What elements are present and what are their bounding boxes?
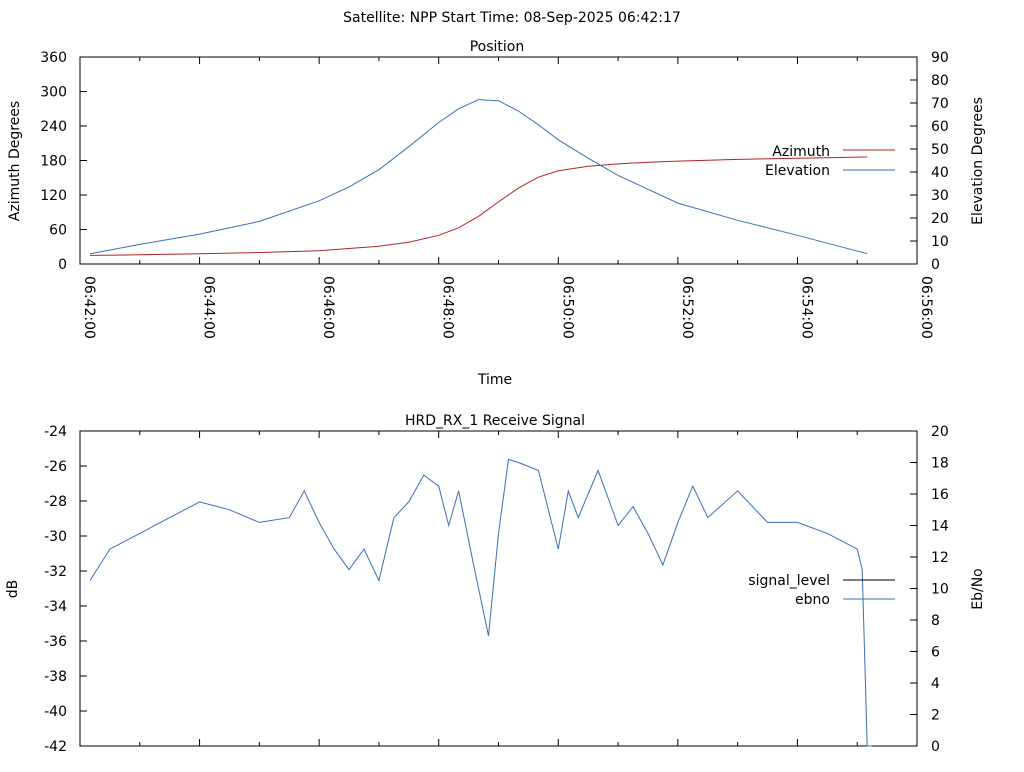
x-tick-label: 06:42:00 (81, 276, 97, 339)
signal-series-ebno-line (89, 458, 873, 747)
y-tick-label: 360 (40, 50, 67, 66)
y2-tick-label: 6 (931, 645, 940, 661)
y2-tick-label: 14 (931, 519, 949, 535)
y-tick-label: 60 (49, 223, 67, 239)
y-tick-label: -38 (44, 669, 67, 685)
position-series (89, 99, 868, 256)
y2-tick-label: 30 (931, 188, 949, 204)
position-series-azimuth-line (89, 156, 868, 256)
y2-tick-label: 12 (931, 550, 949, 566)
y2-tick-label: 0 (931, 739, 940, 755)
position-chart-title: Position (470, 39, 525, 55)
y-tick-label: -42 (44, 739, 67, 755)
y2-tick-label: 40 (931, 165, 949, 181)
legend-azimuth-label: Azimuth (772, 144, 830, 160)
position-legend: Azimuth Elevation (765, 144, 895, 179)
position-series-elevation-line (89, 99, 868, 255)
y2-tick-label: 60 (931, 119, 949, 135)
x-tick-label: 06:54:00 (798, 276, 814, 339)
position-axis-ticks: 06:42:00 06:44:00 06:46:00 06:48:00 06:50:00… (40, 50, 949, 339)
y2-tick-label: 80 (931, 73, 949, 89)
signal-axis-ticks: -42 -40 -38 -36 -34 -32 -30 -28 -26 -24 0 2 4 6 8 10 12 1… (44, 424, 949, 755)
signal-chart-title: HRD_RX_1 Receive Signal (405, 413, 585, 429)
position-panel: Position 06:42:00 06:44:00 06:46:00 06:48:0… (7, 39, 986, 388)
y-tick-label: 180 (40, 154, 67, 170)
y2-tick-label: 16 (931, 487, 949, 503)
ebno-axis-label: Eb/No (970, 568, 986, 610)
y2-tick-label: 20 (931, 211, 949, 227)
db-axis-label: dB (5, 580, 21, 599)
elevation-axis-label: Elevation Degrees (970, 97, 986, 225)
y-tick-label: -30 (44, 529, 67, 545)
y-tick-label: -34 (44, 599, 67, 615)
y2-tick-label: 0 (931, 257, 940, 273)
y-tick-label: -24 (44, 424, 67, 440)
y2-tick-label: 50 (931, 142, 949, 158)
x-tick-label: 06:52:00 (679, 276, 695, 339)
legend-ebno-label: ebno (795, 592, 830, 608)
y2-tick-label: 20 (931, 424, 949, 440)
y-tick-label: 0 (58, 257, 67, 273)
y-tick-label: -32 (44, 564, 67, 580)
y-tick-label: 240 (40, 119, 67, 135)
x-tick-label: 06:56:00 (918, 276, 934, 339)
x-tick-label: 06:48:00 (440, 276, 456, 339)
time-axis-label: Time (477, 372, 512, 388)
y-tick-label: 300 (40, 85, 67, 101)
y2-tick-label: 18 (931, 456, 949, 472)
signal-panel: HRD_RX_1 Receive Signal -42-40-38-36-34-… (5, 413, 986, 755)
y2-tick-label: 8 (931, 613, 940, 629)
y-tick-label: -40 (44, 704, 67, 720)
x-tick-label: 06:44:00 (201, 276, 217, 339)
y-tick-label: 120 (40, 188, 67, 204)
signal-legend: signal_level ebno (748, 573, 895, 608)
y-tick-label: -36 (44, 634, 67, 650)
page-title: Satellite: NPP Start Time: 08-Sep-2025 0… (343, 10, 681, 26)
x-tick-label: 06:46:00 (320, 276, 336, 339)
y2-tick-label: 2 (931, 708, 940, 724)
y2-tick-label: 10 (931, 234, 949, 250)
signal-series (89, 458, 873, 747)
y-tick-label: -28 (44, 494, 67, 510)
y2-tick-label: 70 (931, 96, 949, 112)
y2-tick-label: 10 (931, 582, 949, 598)
legend-signal-level-label: signal_level (748, 573, 830, 589)
x-tick-label: 06:50:00 (559, 276, 575, 339)
y2-tick-label: 90 (931, 50, 949, 66)
y-tick-label: -26 (44, 459, 67, 475)
y2-tick-label: 4 (931, 676, 940, 692)
legend-elevation-label: Elevation (765, 163, 830, 179)
azimuth-axis-label: Azimuth Degrees (7, 101, 23, 221)
